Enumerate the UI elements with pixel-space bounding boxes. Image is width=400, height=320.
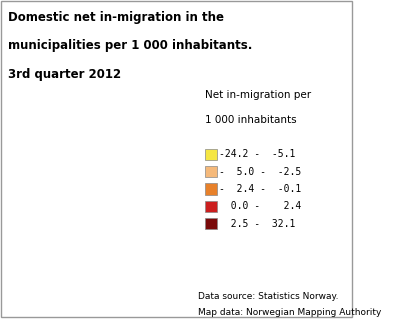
Text: -  2.4 -  -0.1: - 2.4 - -0.1 [219, 184, 301, 194]
Text: 1 000 inhabitants: 1 000 inhabitants [204, 115, 296, 125]
Text: municipalities per 1 000 inhabitants.: municipalities per 1 000 inhabitants. [8, 39, 253, 52]
Text: Domestic net in-migration in the: Domestic net in-migration in the [8, 11, 224, 24]
Text: -24.2 -  -5.1: -24.2 - -5.1 [219, 149, 295, 159]
Text: Map data: Norwegian Mapping Authority: Map data: Norwegian Mapping Authority [198, 308, 381, 316]
Text: Data source: Statistics Norway.: Data source: Statistics Norway. [198, 292, 338, 301]
FancyBboxPatch shape [204, 148, 217, 160]
FancyBboxPatch shape [204, 218, 217, 229]
Text: Net in-migration per: Net in-migration per [204, 90, 311, 100]
FancyBboxPatch shape [204, 201, 217, 212]
Text: 0.0 -    2.4: 0.0 - 2.4 [219, 201, 301, 212]
Text: -  5.0 -  -2.5: - 5.0 - -2.5 [219, 167, 301, 177]
FancyBboxPatch shape [204, 183, 217, 195]
FancyBboxPatch shape [204, 166, 217, 177]
Text: 2.5 -  32.1: 2.5 - 32.1 [219, 219, 295, 229]
Text: 3rd quarter 2012: 3rd quarter 2012 [8, 68, 122, 81]
